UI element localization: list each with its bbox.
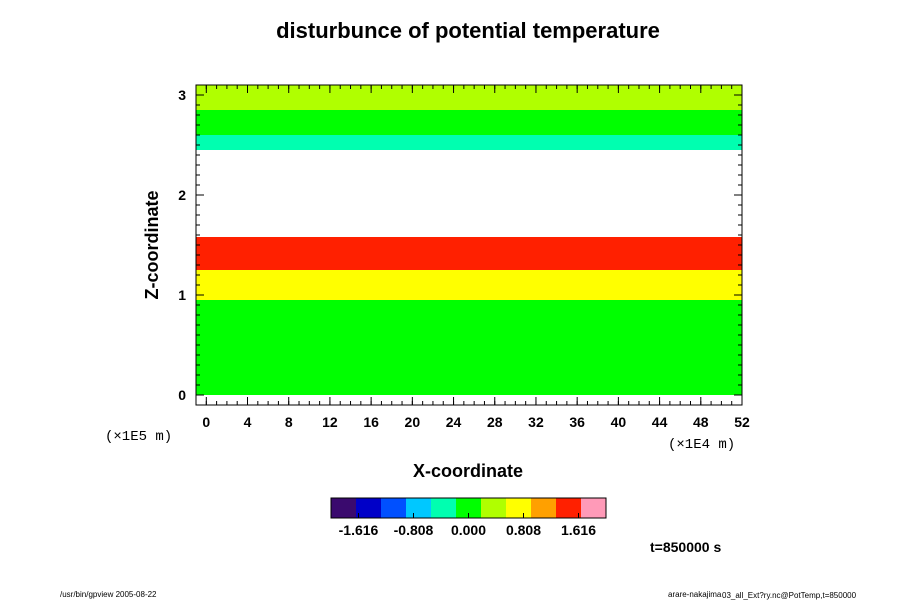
colorbar-tick-label: 1.616 (561, 522, 596, 538)
chart-title: disturbunce of potential temperature (276, 18, 660, 43)
y-axis: 0 1 2 3 (178, 87, 742, 403)
plot-area (195, 84, 743, 406)
colorbar-segment (556, 498, 582, 518)
x-tick-label: 36 (569, 414, 585, 430)
footer-right-main: arare-nakajima (668, 590, 722, 599)
x-tick-label: 12 (322, 414, 338, 430)
x-scale-label: (×1E4 m) (668, 437, 735, 453)
x-tick-label: 40 (611, 414, 627, 430)
x-axis: 0 4 8 12 16 20 24 28 32 36 40 44 48 52 (202, 85, 750, 430)
colorbar-segment (381, 498, 407, 518)
colorbar-segment (356, 498, 382, 518)
x-tick-label: 20 (405, 414, 421, 430)
heatmap-layer-4 (196, 150, 742, 237)
heatmap-layer-1 (196, 270, 742, 300)
colorbar-segment (506, 498, 532, 518)
heatmap-layer-0 (196, 300, 742, 395)
x-tick-label: 28 (487, 414, 503, 430)
footer-left: /usr/bin/gpview 2005-08-22 (60, 590, 157, 599)
heatmap-layer-3 (196, 237, 742, 250)
heatmap-layer-2 (196, 250, 742, 270)
y-axis-label: Z-coordinate (142, 190, 162, 299)
colorbar-segment (456, 498, 482, 518)
colorbar-ticks: -1.616 -0.808 0.000 0.808 1.616 (339, 513, 596, 538)
y-tick-label: 2 (178, 187, 186, 203)
y-tick-label: 3 (178, 87, 186, 103)
x-tick-label: 4 (244, 414, 252, 430)
colorbar (330, 497, 607, 519)
x-tick-label: 24 (446, 414, 462, 430)
colorbar-segment (431, 498, 457, 518)
colorbar-tick-label: 0.000 (451, 522, 486, 538)
x-tick-label: 32 (528, 414, 544, 430)
footer-right-sub: 03_all_Ext?ry.nc@PotTemp,t=850000 (722, 591, 857, 600)
colorbar-tick-label: -0.808 (394, 522, 434, 538)
y-tick-label: 1 (178, 287, 186, 303)
heatmap-layer-6 (196, 110, 742, 135)
heatmap-layer-7 (196, 85, 742, 110)
x-tick-label: 52 (734, 414, 750, 430)
colorbar-segment (481, 498, 507, 518)
colorbar-segment (531, 498, 557, 518)
colorbar-tick-label: 0.808 (506, 522, 541, 538)
colorbar-segment (406, 498, 432, 518)
x-tick-label: 48 (693, 414, 709, 430)
x-axis-label: X-coordinate (413, 461, 523, 481)
colorbar-segment (331, 498, 357, 518)
heatmap-layer-5 (196, 135, 742, 150)
time-label: t=850000 s (650, 539, 721, 555)
y-tick-label: 0 (178, 387, 186, 403)
y-scale-label: (×1E5 m) (105, 429, 172, 445)
colorbar-segment (581, 498, 607, 518)
x-tick-label: 16 (363, 414, 379, 430)
x-tick-label: 8 (285, 414, 293, 430)
x-tick-label: 0 (202, 414, 210, 430)
x-tick-label: 44 (652, 414, 668, 430)
colorbar-tick-label: -1.616 (339, 522, 379, 538)
